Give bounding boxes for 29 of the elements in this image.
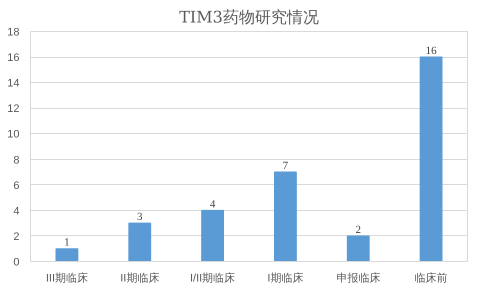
x-tick-label: I期临床 xyxy=(267,272,304,284)
y-tick-label: 6 xyxy=(13,180,20,192)
data-label: 2 xyxy=(356,224,361,236)
y-tick-label: 0 xyxy=(13,256,20,268)
y-tick-label: 18 xyxy=(7,26,20,38)
data-label: 3 xyxy=(137,211,143,224)
chart-title: TIM3药物研究情况 xyxy=(179,8,319,26)
bar xyxy=(201,210,224,262)
y-tick-label: 10 xyxy=(7,128,20,141)
data-label: 1 xyxy=(64,236,70,249)
y-tick-label: 16 xyxy=(7,52,20,64)
x-tick-label: II期临床 xyxy=(120,272,160,284)
y-tick-label: 2 xyxy=(13,230,20,243)
bar xyxy=(420,56,443,262)
y-tick-label: 12 xyxy=(7,103,20,116)
y-tick-label: 4 xyxy=(13,205,20,218)
x-tick-label: III期临床 xyxy=(46,272,88,284)
data-label: 16 xyxy=(426,45,438,58)
data-label: 4 xyxy=(210,198,216,210)
x-tick-label: 申报临床 xyxy=(336,272,380,284)
bar xyxy=(274,172,297,262)
bar xyxy=(55,248,78,262)
bar xyxy=(128,222,152,262)
y-tick-label: 14 xyxy=(7,78,20,90)
bar xyxy=(346,235,370,262)
x-tick-label: I/II期临床 xyxy=(190,272,236,284)
x-tick-label: 临床前 xyxy=(414,272,448,284)
y-tick-label: 8 xyxy=(13,154,20,166)
data-label: 7 xyxy=(282,160,289,172)
